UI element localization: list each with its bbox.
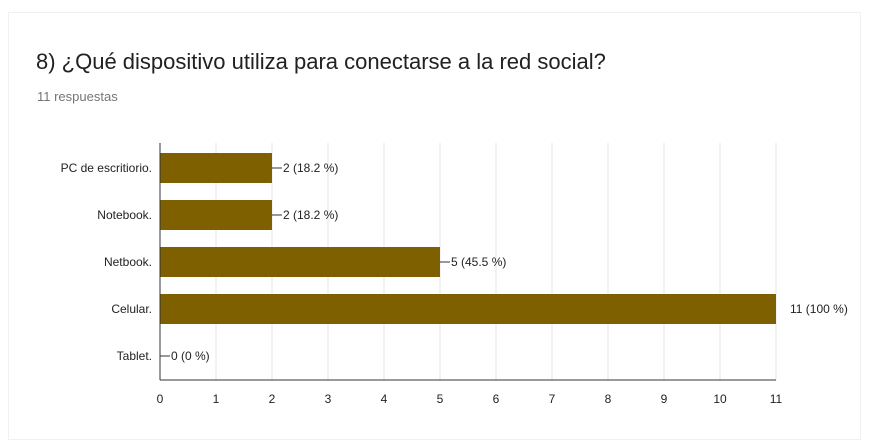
- x-tick-label: 8: [605, 392, 612, 406]
- data-label: 0 (0 %): [171, 349, 210, 363]
- data-label: 5 (45.5 %): [451, 255, 506, 269]
- bar: [160, 153, 272, 183]
- x-tick-label: 6: [493, 392, 500, 406]
- category-label: Notebook.: [97, 208, 152, 222]
- data-label: 2 (18.2 %): [283, 161, 338, 175]
- bar: [160, 200, 272, 230]
- x-tick-label: 11: [770, 392, 783, 406]
- category-label: Celular.: [111, 302, 152, 316]
- bar: [160, 294, 776, 324]
- x-tick-label: 7: [549, 392, 556, 406]
- x-tick-label: 9: [661, 392, 668, 406]
- x-tick-label: 10: [713, 392, 727, 406]
- category-label: PC de escritiorio.: [61, 161, 152, 175]
- response-count: 11 respuestas: [37, 89, 118, 104]
- x-tick-label: 5: [437, 392, 444, 406]
- question-title: 8) ¿Qué dispositivo utiliza para conecta…: [36, 49, 606, 74]
- x-tick-label: 0: [157, 392, 164, 406]
- category-label: Tablet.: [117, 349, 152, 363]
- data-label: 11 (100 %): [790, 302, 848, 316]
- question-card: [8, 12, 861, 440]
- bar: [160, 247, 440, 277]
- x-tick-label: 1: [213, 392, 220, 406]
- x-tick-label: 4: [381, 392, 388, 406]
- x-tick-label: 2: [269, 392, 276, 406]
- x-tick-label: 3: [325, 392, 332, 406]
- category-label: Netbook.: [104, 255, 152, 269]
- data-label: 2 (18.2 %): [283, 208, 338, 222]
